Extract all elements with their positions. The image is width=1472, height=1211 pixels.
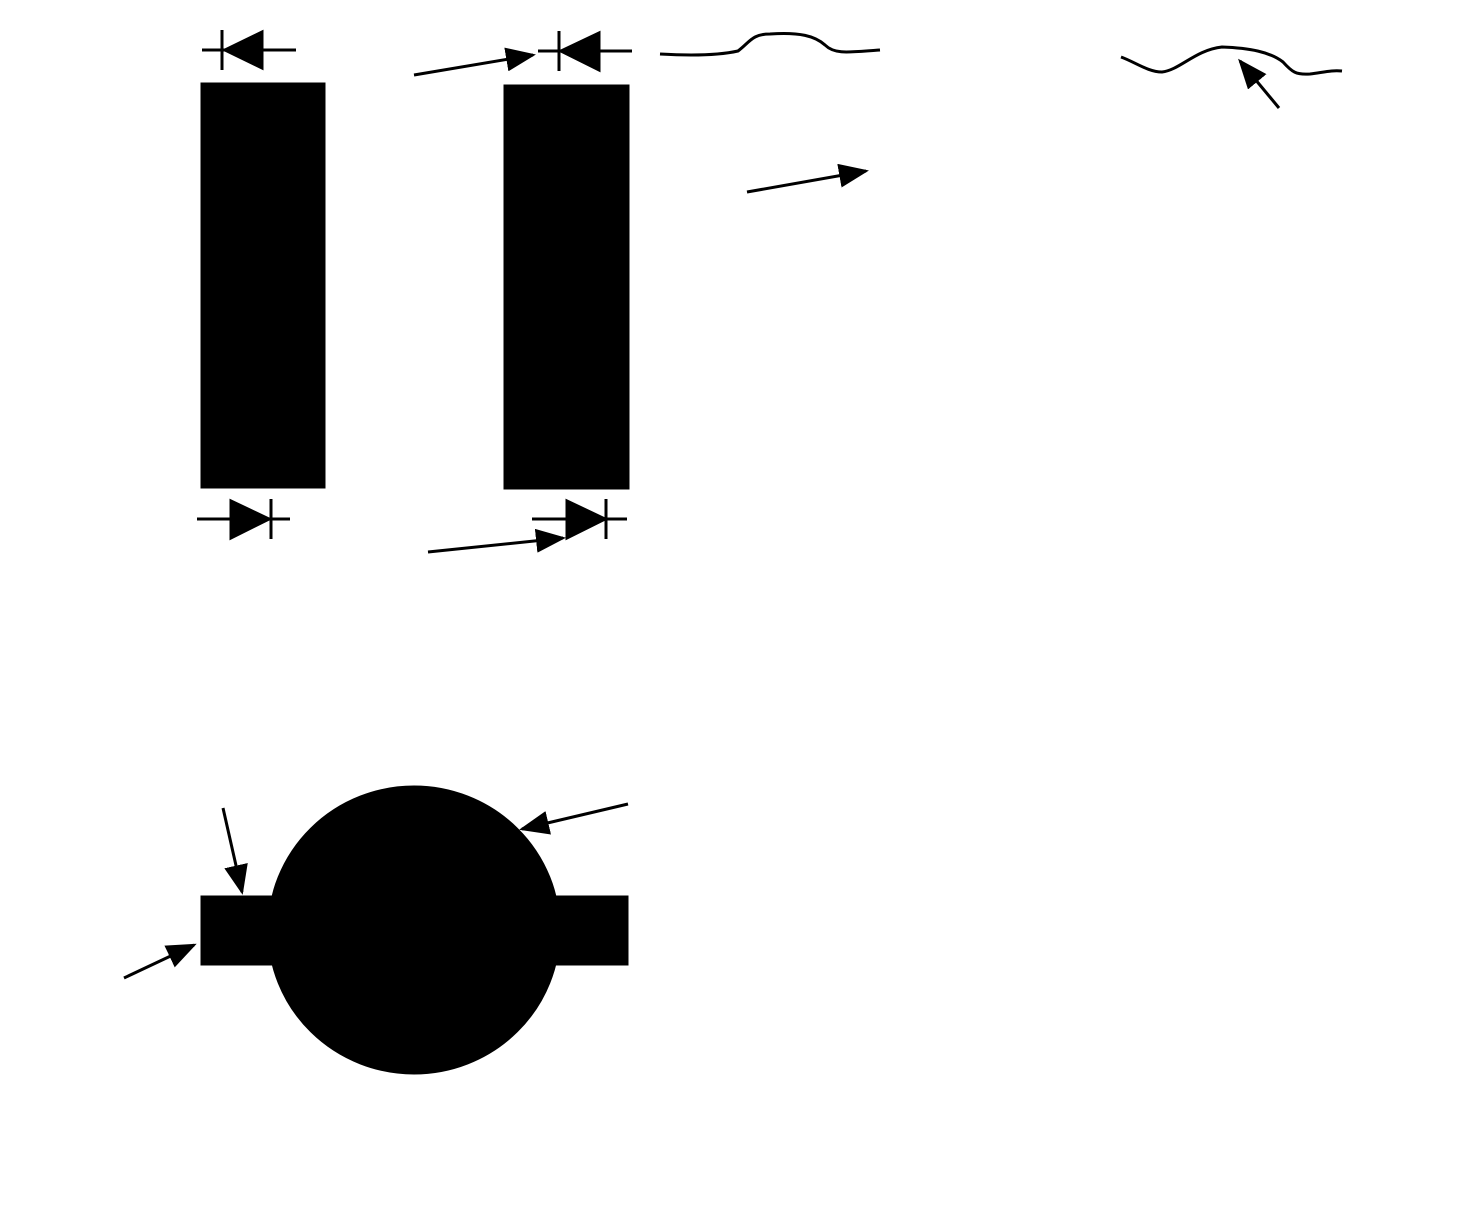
segment-metal-left: [200, 82, 326, 489]
core-hollow: [321, 842, 507, 1018]
metal-layer-arrow: [123, 943, 197, 980]
cross-section: [200, 785, 629, 1075]
soil-surface-arrow: [1238, 58, 1281, 109]
photodiode-arrow: [413, 47, 536, 77]
full-stack-arrow: [746, 163, 869, 194]
waveguide-arrow: [221, 807, 248, 895]
tubular-core-arrow: [519, 802, 629, 835]
waveguide-layer: [556, 84, 614, 490]
core-layer: [269, 82, 326, 489]
core-layer: [503, 84, 560, 490]
metal-layer: [200, 82, 220, 489]
segment-metal-right: [503, 84, 630, 490]
waveguide-layer: [215, 895, 279, 966]
soil-surface-line-left: [659, 32, 881, 57]
photodetector-icon: [197, 498, 290, 541]
photodetector-icon: [532, 498, 627, 541]
photodetector-arrow: [427, 528, 566, 554]
soil-surface-line-right: [1120, 45, 1343, 76]
metal-layer: [200, 895, 219, 966]
waveguide-layer: [216, 82, 273, 489]
photodiode-icon: [202, 29, 296, 71]
metal-layer: [610, 895, 629, 966]
waveguide-layer: [551, 895, 614, 966]
photodiode-icon: [538, 30, 632, 73]
metal-layer: [610, 84, 630, 490]
